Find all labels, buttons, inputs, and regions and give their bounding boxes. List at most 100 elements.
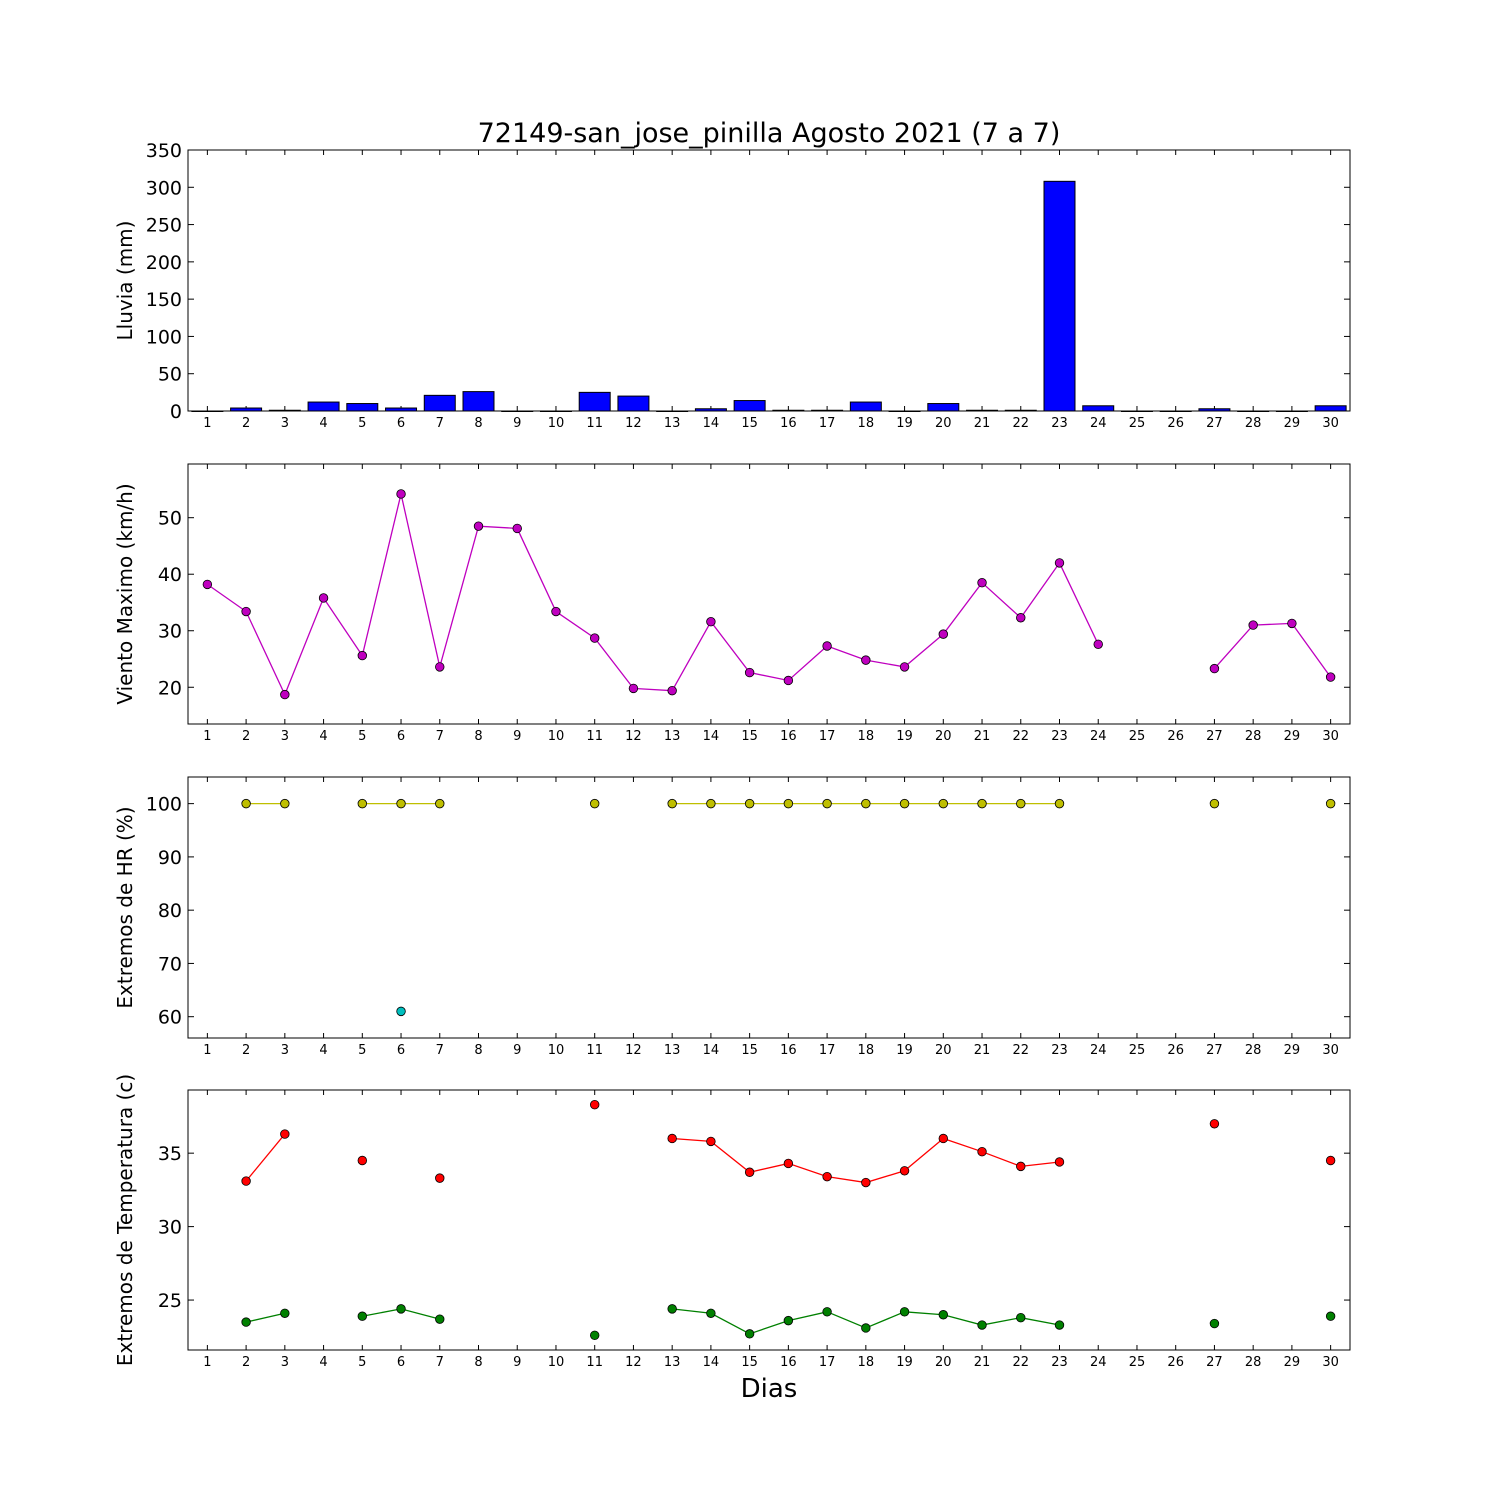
temp-x-tick-label: 29 — [1284, 1355, 1301, 1370]
rain-x-tick-label: 29 — [1284, 416, 1301, 431]
wind-x-tick-label: 26 — [1167, 729, 1184, 744]
rain-x-tick-label: 28 — [1245, 416, 1262, 431]
temp-x-tick-label: 16 — [780, 1355, 797, 1370]
hr-series-0-point — [899, 798, 910, 809]
temp-series-1-point — [667, 1304, 677, 1314]
temp-x-tick-label: 23 — [1051, 1355, 1068, 1370]
wind-y-axis-label: Viento Maximo (km/h) — [113, 483, 137, 704]
temp-series-1-point — [938, 1310, 949, 1320]
hr-x-tick-label: 7 — [436, 1043, 444, 1058]
temp-series-1-point — [1209, 1318, 1220, 1329]
hr-series-0-point — [744, 798, 755, 809]
temp-series-0-point — [706, 1136, 716, 1147]
wind-series-0-point — [977, 577, 987, 588]
temp-series-1-point — [1325, 1311, 1336, 1321]
temp-x-tick-label: 5 — [358, 1355, 366, 1370]
x-axis-label: Dias — [741, 1374, 798, 1404]
hr-x-tick-label: 16 — [780, 1043, 797, 1058]
wind-y-tick-label: 50 — [158, 508, 182, 530]
rain-x-tick-label: 6 — [397, 416, 405, 431]
wind-x-tick-label: 24 — [1090, 729, 1107, 744]
hr-series-0-point — [1209, 798, 1220, 809]
hr-x-tick-label: 8 — [474, 1043, 482, 1058]
rain-x-tick-label: 17 — [819, 416, 836, 431]
rain-x-tick-label: 10 — [548, 416, 565, 431]
temp-series-1-point — [1016, 1312, 1026, 1323]
rain-bar — [1043, 180, 1076, 412]
hr-y-axis-label: Extremos de HR (%) — [113, 806, 137, 1008]
rain-bar — [462, 391, 495, 412]
temp-series-0-point — [590, 1099, 600, 1110]
rain-x-tick-label: 24 — [1090, 416, 1107, 431]
hr-x-tick-label: 21 — [974, 1043, 991, 1058]
wind-series-0-point — [1093, 639, 1103, 650]
rain-bar — [578, 391, 611, 412]
temp-x-tick-label: 22 — [1012, 1355, 1029, 1370]
rain-bar — [694, 408, 727, 412]
temp-x-tick-label: 13 — [664, 1355, 681, 1370]
temp-series-0-point — [1054, 1157, 1065, 1167]
rain-bar — [230, 407, 263, 412]
temp-series-1-point — [822, 1307, 832, 1317]
wind-series-0-point — [396, 489, 406, 499]
rain-bar — [1237, 410, 1270, 412]
rain-bar — [733, 400, 766, 412]
temp-series-0-point — [861, 1177, 871, 1188]
hr-x-tick-label: 19 — [896, 1043, 913, 1058]
temp-x-tick-label: 6 — [397, 1355, 405, 1370]
rain-bar — [1198, 408, 1231, 412]
temp-y-tick-label: 25 — [158, 1290, 182, 1312]
rain-x-tick-label: 18 — [858, 416, 875, 431]
temp-x-tick-label: 17 — [819, 1355, 836, 1370]
hr-y-tick-label: 80 — [158, 900, 182, 922]
wind-series-0-point — [938, 629, 949, 639]
hr-x-tick-label: 6 — [397, 1043, 405, 1058]
wind-series-0-point — [783, 675, 794, 686]
temp-series-1-point — [280, 1308, 290, 1318]
hr-series-0-point — [822, 798, 832, 809]
hr-series-0-point — [1325, 798, 1336, 809]
temp-x-tick-label: 21 — [974, 1355, 991, 1370]
wind-x-tick-label: 14 — [703, 729, 720, 744]
hr-x-tick-label: 17 — [819, 1043, 836, 1058]
temp-x-tick-label: 8 — [474, 1355, 482, 1370]
rain-bar — [617, 395, 650, 412]
rain-bar — [966, 409, 999, 412]
rain-bar — [927, 403, 960, 412]
rain-bar — [888, 410, 921, 412]
temp-x-tick-label: 3 — [281, 1355, 289, 1370]
hr-x-tick-label: 12 — [625, 1043, 642, 1058]
temp-x-tick-label: 27 — [1206, 1355, 1223, 1370]
rain-bar — [811, 409, 844, 412]
temp-x-tick-label: 30 — [1322, 1355, 1339, 1370]
wind-x-tick-label: 6 — [397, 729, 405, 744]
hr-series-0-point — [396, 798, 406, 809]
wind-series-0-line — [1213, 622, 1332, 678]
wind-x-tick-label: 13 — [664, 729, 681, 744]
rain-bar — [1120, 410, 1153, 412]
temp-x-tick-label: 4 — [319, 1355, 327, 1370]
wind-x-tick-label: 9 — [513, 729, 521, 744]
panel-temp: 1 2 3 4 5 6 7 8 9 10 11 12 13 14 15 16 17 18 19 20 21 22 23 24 2… — [113, 1074, 1351, 1370]
temp-x-tick-label: 2 — [242, 1355, 250, 1370]
rain-y-tick-label: 200 — [146, 252, 182, 274]
rain-y-tick-label: 150 — [146, 289, 182, 311]
wind-x-tick-label: 1 — [203, 729, 211, 744]
rain-x-tick-label: 25 — [1129, 416, 1146, 431]
rain-bar — [772, 409, 805, 412]
temp-series-0-line — [245, 1133, 286, 1182]
wind-x-tick-label: 5 — [358, 729, 366, 744]
hr-x-tick-label: 3 — [281, 1043, 289, 1058]
wind-series-0-point — [1054, 558, 1065, 568]
rain-x-tick-label: 11 — [586, 416, 603, 431]
rain-x-tick-label: 19 — [896, 416, 913, 431]
temp-series-0-point — [744, 1167, 755, 1177]
wind-frame — [187, 463, 1351, 725]
temp-series-0-point — [822, 1171, 832, 1182]
wind-series-0-point — [1248, 620, 1258, 630]
temp-x-tick-label: 24 — [1090, 1355, 1107, 1370]
panels: 1 2 3 4 5 6 7 8 9 10 11 12 13 14 15 16 17 18 19 20 21 22 23 24 2… — [113, 140, 1351, 1370]
temp-x-tick-label: 26 — [1167, 1355, 1184, 1370]
rain-x-tick-label: 26 — [1167, 416, 1184, 431]
